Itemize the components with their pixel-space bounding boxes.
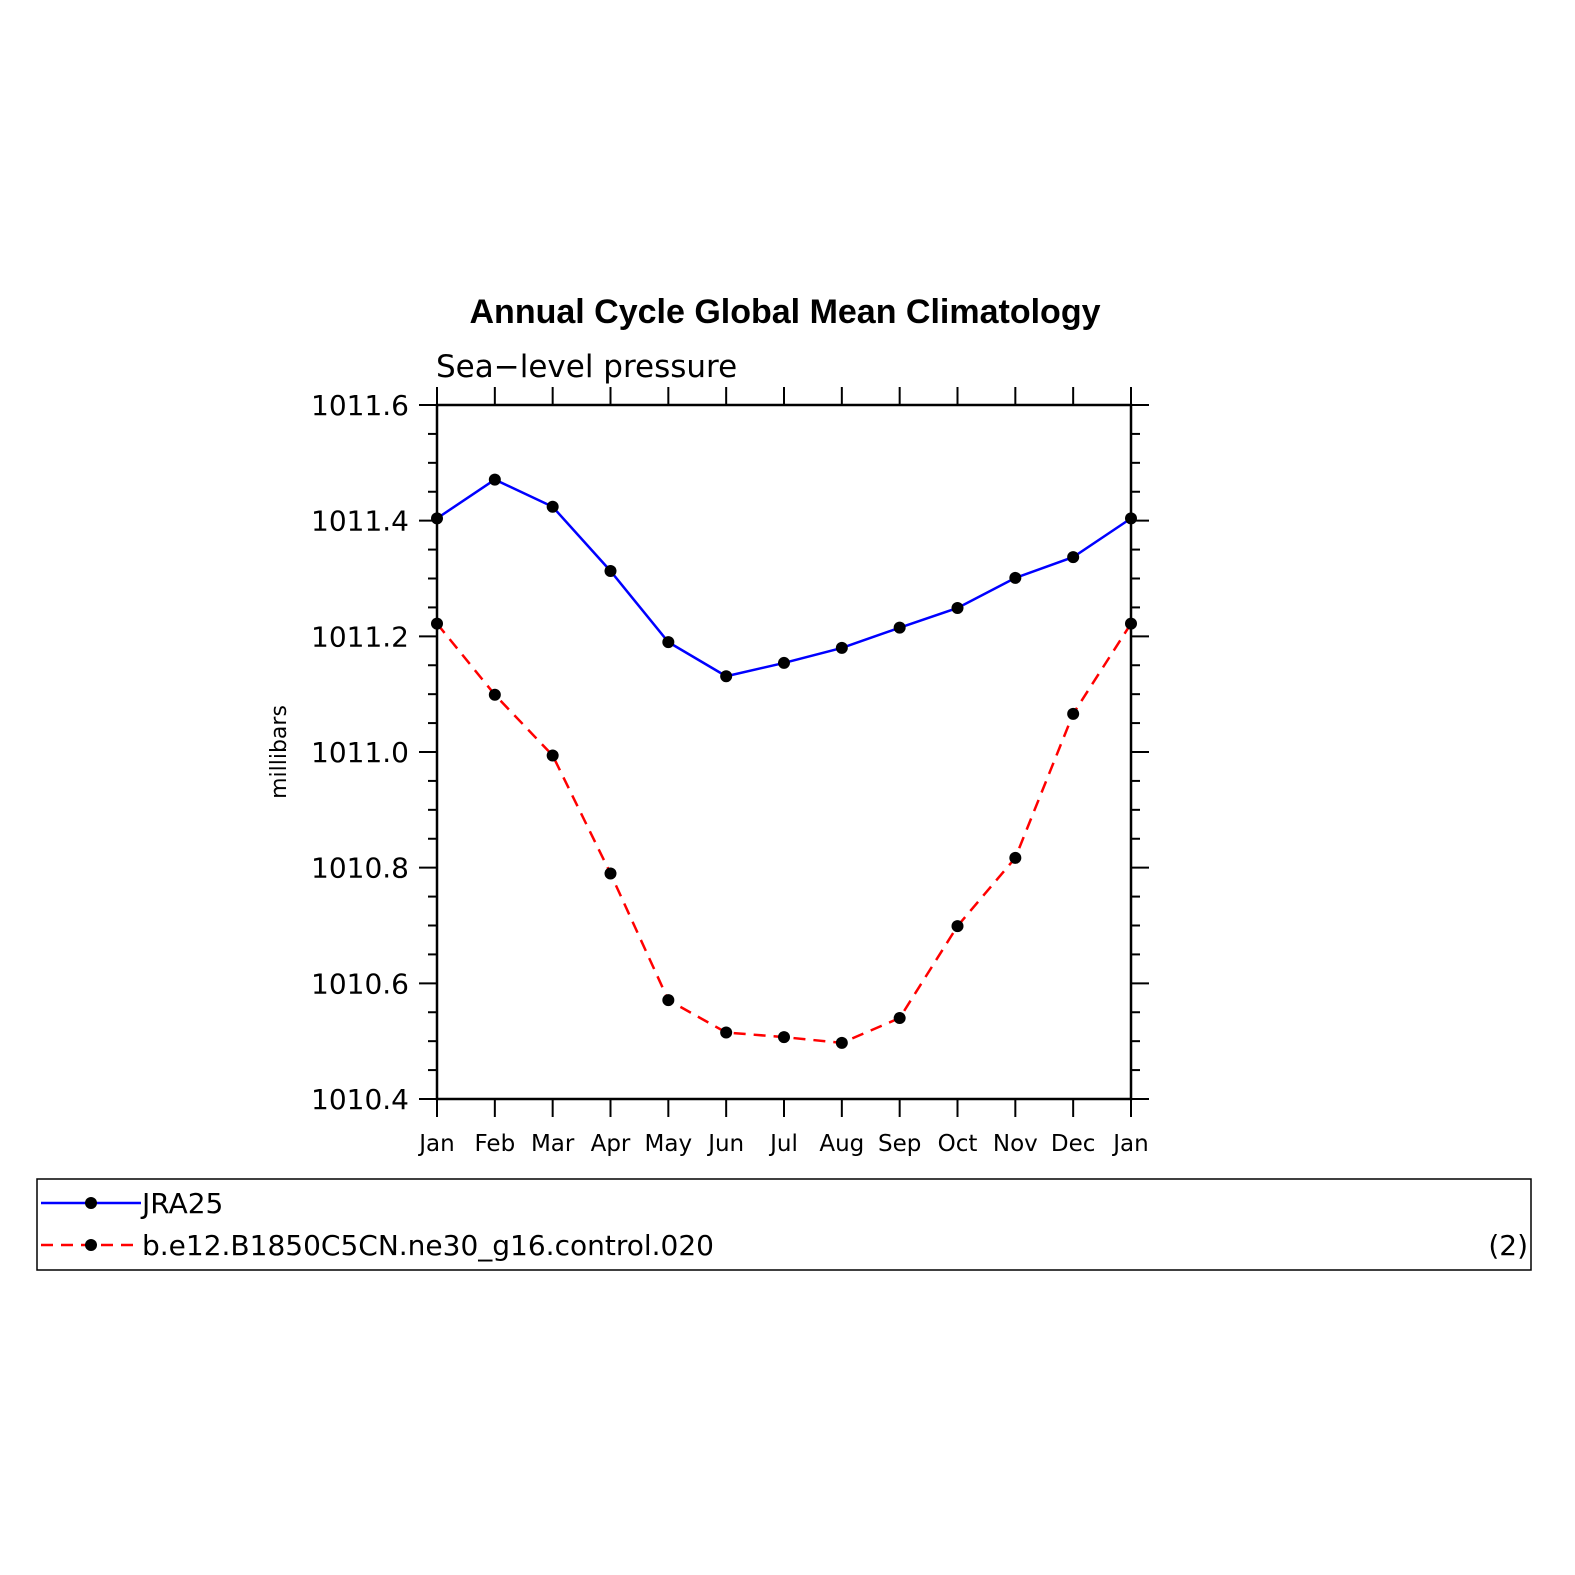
data-point-jra25 (893, 621, 906, 634)
plot-frame (435, 403, 1133, 1101)
data-point-b-e12-b1850c5cn-ne30-g16-control-020 (488, 688, 501, 701)
series-line-jra25 (436, 478, 1132, 678)
chart-subtitle: Sea−level pressure (436, 349, 737, 385)
legend-note: (2) (1488, 1229, 1528, 1262)
data-point-b-e12-b1850c5cn-ne30-g16-control-020 (893, 1012, 906, 1025)
x-tick-label-apr: Apr (591, 1131, 631, 1157)
data-point-jra25 (1067, 551, 1080, 564)
data-point-b-e12-b1850c5cn-ne30-g16-control-020 (546, 749, 559, 762)
data-point-jra25 (778, 656, 790, 669)
data-point-jra25 (604, 564, 617, 577)
series-lines (436, 478, 1133, 1045)
data-point-b-e12-b1850c5cn-ne30-g16-control-020 (662, 994, 675, 1007)
data-point-jra25 (835, 641, 848, 654)
data-point-b-e12-b1850c5cn-ne30-g16-control-020 (951, 920, 964, 933)
y-tick-label: 1010.4 (311, 1083, 409, 1116)
x-tick-label-aug: Aug (819, 1131, 864, 1157)
x-tick-label-jan: Jan (1111, 1131, 1148, 1157)
y-tick-labels: 1010.4 1010.6 1010.8 1011.0 1011.2 1011.4 1011… (311, 389, 409, 1116)
data-point-jra25 (1009, 571, 1022, 584)
series-line-b-e12-b1850c5cn-ne30-g16-control-020 (436, 622, 1133, 1045)
data-point-b-e12-b1850c5cn-ne30-g16-control-020 (604, 867, 617, 880)
legend-box (36, 1178, 1532, 1271)
data-point-jra25 (951, 601, 964, 614)
x-tick-label-jul: Jul (768, 1131, 798, 1157)
data-point-jra25 (488, 473, 501, 486)
y-tick-label: 1011.6 (311, 389, 409, 422)
y-tick-label: 1011.2 (311, 620, 409, 653)
data-point-b-e12-b1850c5cn-ne30-g16-control-020 (1009, 851, 1022, 864)
y-axis-label: millibars (267, 705, 292, 799)
data-point-b-e12-b1850c5cn-ne30-g16-control-020 (1067, 707, 1080, 720)
y-tick-label: 1010.8 (311, 852, 409, 885)
legend-marker-jra25 (85, 1197, 97, 1209)
y-tick-label: 1011.4 (311, 505, 409, 538)
x-tick-label-mar: Mar (531, 1131, 575, 1157)
x-tick-label-dec: Dec (1051, 1131, 1096, 1157)
legend-marker-model (85, 1239, 97, 1251)
axis-ticks (419, 387, 1149, 1117)
chart-title: Annual Cycle Global Mean Climatology (470, 293, 1101, 331)
y-tick-label: 1011.0 (311, 736, 409, 769)
x-tick-label-feb: Feb (474, 1131, 515, 1157)
series-markers (431, 473, 1137, 1049)
data-point-b-e12-b1850c5cn-ne30-g16-control-020 (778, 1031, 790, 1044)
data-point-jra25 (720, 670, 733, 683)
x-tick-labels: Jan Feb Mar Apr May Jun Jul Aug Sep Oct Nov Dec Jan (417, 1131, 1148, 1157)
x-tick-label-oct: Oct (938, 1131, 978, 1157)
legend: JRA25 b.e12.B1850C5CN.ne30_g16.control.0… (36, 1178, 1532, 1271)
data-point-jra25 (662, 636, 675, 649)
data-point-b-e12-b1850c5cn-ne30-g16-control-020 (835, 1036, 848, 1049)
data-point-b-e12-b1850c5cn-ne30-g16-control-020 (720, 1026, 733, 1039)
x-tick-label-sep: Sep (878, 1131, 921, 1157)
legend-label-model: b.e12.B1850C5CN.ne30_g16.control.020 (142, 1229, 714, 1262)
x-tick-label-jun: Jun (706, 1131, 744, 1157)
x-tick-label-may: May (645, 1131, 693, 1157)
x-tick-label-nov: Nov (993, 1131, 1038, 1157)
x-tick-label-jan: Jan (417, 1131, 454, 1157)
y-tick-label: 1010.6 (311, 967, 409, 1000)
legend-label-jra25: JRA25 (140, 1187, 223, 1220)
data-point-jra25 (546, 500, 559, 513)
